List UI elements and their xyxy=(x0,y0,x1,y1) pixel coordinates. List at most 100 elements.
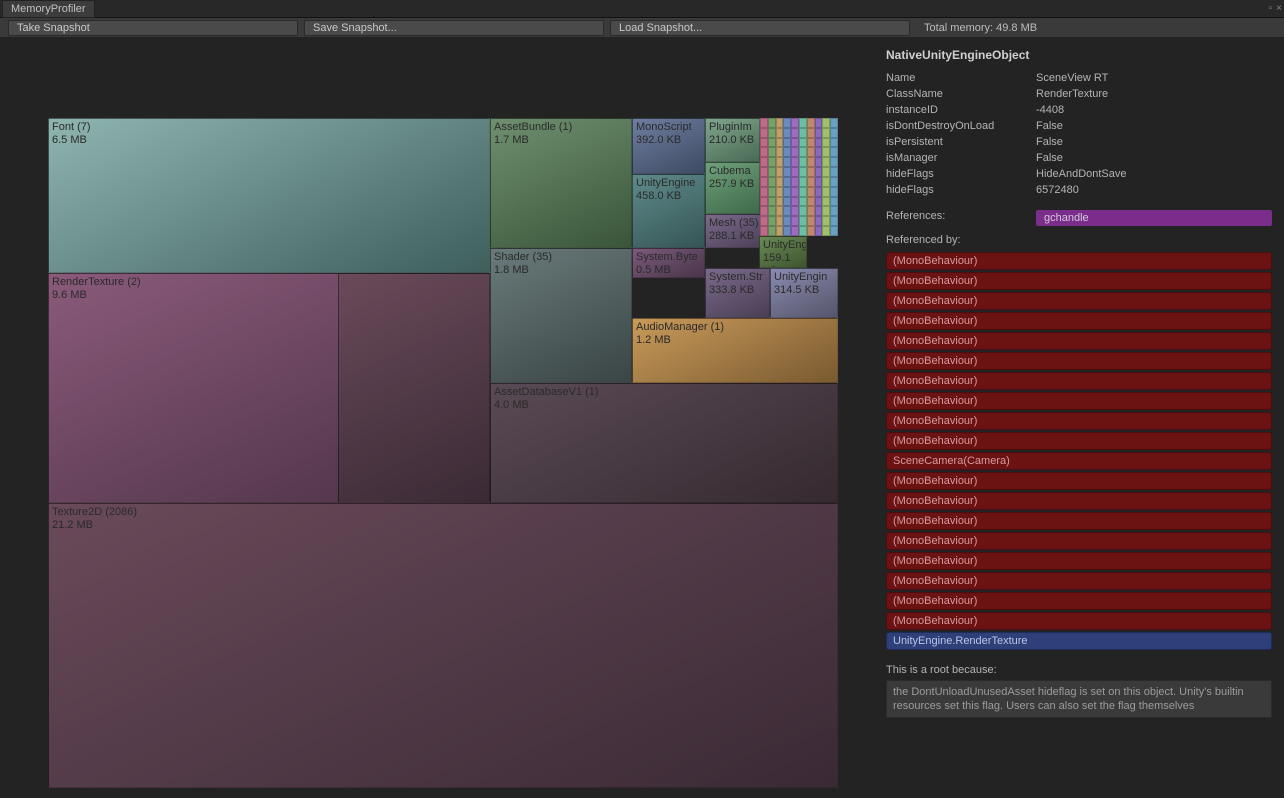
referenced-by-item[interactable]: (MonoBehaviour) xyxy=(886,332,1272,350)
block-size: 21.2 MB xyxy=(52,519,834,532)
property-value: -4408 xyxy=(1036,104,1064,116)
property-row: isDontDestroyOnLoadFalse xyxy=(886,120,1272,132)
referenced-by-item[interactable]: UnityEngine.RenderTexture xyxy=(886,632,1272,650)
referenced-by-label: Referenced by: xyxy=(886,234,1272,246)
referenced-by-list: (MonoBehaviour) (MonoBehaviour) (MonoBehav… xyxy=(886,252,1272,650)
block-size: 1.7 MB xyxy=(494,134,628,147)
root-because-text: the DontUnloadUnusedAsset hideflag is se… xyxy=(886,680,1272,718)
property-key: isDontDestroyOnLoad xyxy=(886,120,1036,132)
block-label: Texture2D (2086) xyxy=(52,506,834,519)
treemap-block-monoscript[interactable]: MonoScript392.0 KB xyxy=(632,118,705,174)
property-value: SceneView RT xyxy=(1036,72,1108,84)
treemap-block-pluginim[interactable]: PluginIm210.0 KB xyxy=(705,118,760,162)
property-key: isManager xyxy=(886,152,1036,164)
treemap-area: Font (7)6.5 MBAssetBundle (1)1.7 MBMonoS… xyxy=(0,38,880,798)
referenced-by-item[interactable]: SceneCamera(Camera) xyxy=(886,452,1272,470)
treemap-block-audiomgr[interactable]: AudioManager (1)1.2 MB xyxy=(632,318,838,383)
block-label: UnityEng xyxy=(763,239,803,252)
titlebar: MemoryProfiler ▫ × xyxy=(0,0,1284,18)
toolbar: Take Snapshot Save Snapshot... Load Snap… xyxy=(0,18,1284,38)
property-row: ClassNameRenderTexture xyxy=(886,88,1272,100)
property-key: hideFlags xyxy=(886,168,1036,180)
minimize-icon[interactable]: ▫ xyxy=(1269,3,1273,14)
details-panel: NativeUnityEngineObject NameSceneView RT… xyxy=(880,38,1284,798)
property-value: HideAndDontSave xyxy=(1036,168,1127,180)
block-label: AudioManager (1) xyxy=(636,321,834,334)
block-label: UnityEngin xyxy=(774,271,834,284)
property-row: isPersistentFalse xyxy=(886,136,1272,148)
property-key: isPersistent xyxy=(886,136,1036,148)
treemap-block-unityeng3[interactable]: UnityEngin314.5 KB xyxy=(770,268,838,318)
treemap-block-unityengine1[interactable]: UnityEngine458.0 KB xyxy=(632,174,705,248)
window-controls: ▫ × xyxy=(1269,3,1282,14)
treemap-block-shader[interactable]: Shader (35)1.8 MB xyxy=(490,248,632,383)
referenced-by-item[interactable]: (MonoBehaviour) xyxy=(886,272,1272,290)
block-size: 1.8 MB xyxy=(494,264,628,277)
referenced-by-item[interactable]: (MonoBehaviour) xyxy=(886,612,1272,630)
panel-title: NativeUnityEngineObject xyxy=(886,48,1272,62)
referenced-by-item[interactable]: (MonoBehaviour) xyxy=(886,392,1272,410)
take-snapshot-button[interactable]: Take Snapshot xyxy=(8,20,298,36)
properties-list: NameSceneView RTClassNameRenderTexturein… xyxy=(886,72,1272,200)
treemap-block-font[interactable]: Font (7)6.5 MB xyxy=(48,118,490,273)
references-chip[interactable]: gchandle xyxy=(1036,210,1272,226)
referenced-by-item[interactable]: (MonoBehaviour) xyxy=(886,472,1272,490)
property-row: NameSceneView RT xyxy=(886,72,1272,84)
property-value: RenderTexture xyxy=(1036,88,1108,100)
load-snapshot-button[interactable]: Load Snapshot... xyxy=(610,20,910,36)
block-label: System.Str xyxy=(709,271,766,284)
referenced-by-item[interactable]: (MonoBehaviour) xyxy=(886,552,1272,570)
property-key: ClassName xyxy=(886,88,1036,100)
treemap-mosaic[interactable] xyxy=(760,118,838,236)
references-label: References: xyxy=(886,210,1036,226)
referenced-by-item[interactable]: (MonoBehaviour) xyxy=(886,252,1272,270)
property-key: Name xyxy=(886,72,1036,84)
treemap[interactable]: Font (7)6.5 MBAssetBundle (1)1.7 MBMonoS… xyxy=(48,118,838,788)
block-label: Cubema xyxy=(709,165,756,178)
referenced-by-item[interactable]: (MonoBehaviour) xyxy=(886,512,1272,530)
treemap-block-cubema[interactable]: Cubema257.9 KB xyxy=(705,162,760,214)
treemap-block-tex2d[interactable]: Texture2D (2086)21.2 MB xyxy=(48,503,838,788)
treemap-block-sysbyte[interactable]: System.Byte0.5 MB xyxy=(632,248,705,278)
referenced-by-item[interactable]: (MonoBehaviour) xyxy=(886,432,1272,450)
block-size: 333.8 KB xyxy=(709,284,766,297)
treemap-block-unityeng2[interactable]: UnityEng159.1 KB xyxy=(759,236,807,268)
treemap-block-assetdb[interactable]: AssetDatabaseV1 (1)4.0 MB xyxy=(490,383,838,503)
block-size: 458.0 KB xyxy=(636,190,701,203)
window-tab[interactable]: MemoryProfiler xyxy=(2,0,95,18)
save-snapshot-button[interactable]: Save Snapshot... xyxy=(304,20,604,36)
root-because-label: This is a root because: xyxy=(886,664,1272,676)
block-size: 0.5 MB xyxy=(636,264,701,277)
block-size: 159.1 KB xyxy=(763,252,803,268)
property-key: instanceID xyxy=(886,104,1036,116)
property-row: hideFlags6572480 xyxy=(886,184,1272,196)
property-value: False xyxy=(1036,152,1063,164)
referenced-by-item[interactable]: (MonoBehaviour) xyxy=(886,372,1272,390)
block-size: 210.0 KB xyxy=(709,134,756,147)
close-icon[interactable]: × xyxy=(1276,3,1282,14)
referenced-by-item[interactable]: (MonoBehaviour) xyxy=(886,492,1272,510)
treemap-block-rendertex-split[interactable] xyxy=(338,273,490,503)
referenced-by-item[interactable]: (MonoBehaviour) xyxy=(886,312,1272,330)
referenced-by-item[interactable]: (MonoBehaviour) xyxy=(886,412,1272,430)
property-value: False xyxy=(1036,120,1063,132)
property-value: 6572480 xyxy=(1036,184,1079,196)
referenced-by-item[interactable]: (MonoBehaviour) xyxy=(886,532,1272,550)
total-memory-label: Total memory: 49.8 MB xyxy=(924,22,1037,34)
property-key: hideFlags xyxy=(886,184,1036,196)
block-label: Shader (35) xyxy=(494,251,628,264)
referenced-by-item[interactable]: (MonoBehaviour) xyxy=(886,572,1272,590)
property-row: hideFlagsHideAndDontSave xyxy=(886,168,1272,180)
referenced-by-item[interactable]: (MonoBehaviour) xyxy=(886,352,1272,370)
block-size: 288.1 KB xyxy=(709,230,765,243)
block-size: 257.9 KB xyxy=(709,178,756,191)
referenced-by-item[interactable]: (MonoBehaviour) xyxy=(886,292,1272,310)
block-label: MonoScript xyxy=(636,121,701,134)
block-label: System.Byte xyxy=(636,251,701,264)
referenced-by-item[interactable]: (MonoBehaviour) xyxy=(886,592,1272,610)
property-row: instanceID-4408 xyxy=(886,104,1272,116)
treemap-block-assetbundle[interactable]: AssetBundle (1)1.7 MB xyxy=(490,118,632,248)
property-value: False xyxy=(1036,136,1063,148)
block-label: Font (7) xyxy=(52,121,486,134)
treemap-block-sysstr[interactable]: System.Str333.8 KB xyxy=(705,268,770,318)
